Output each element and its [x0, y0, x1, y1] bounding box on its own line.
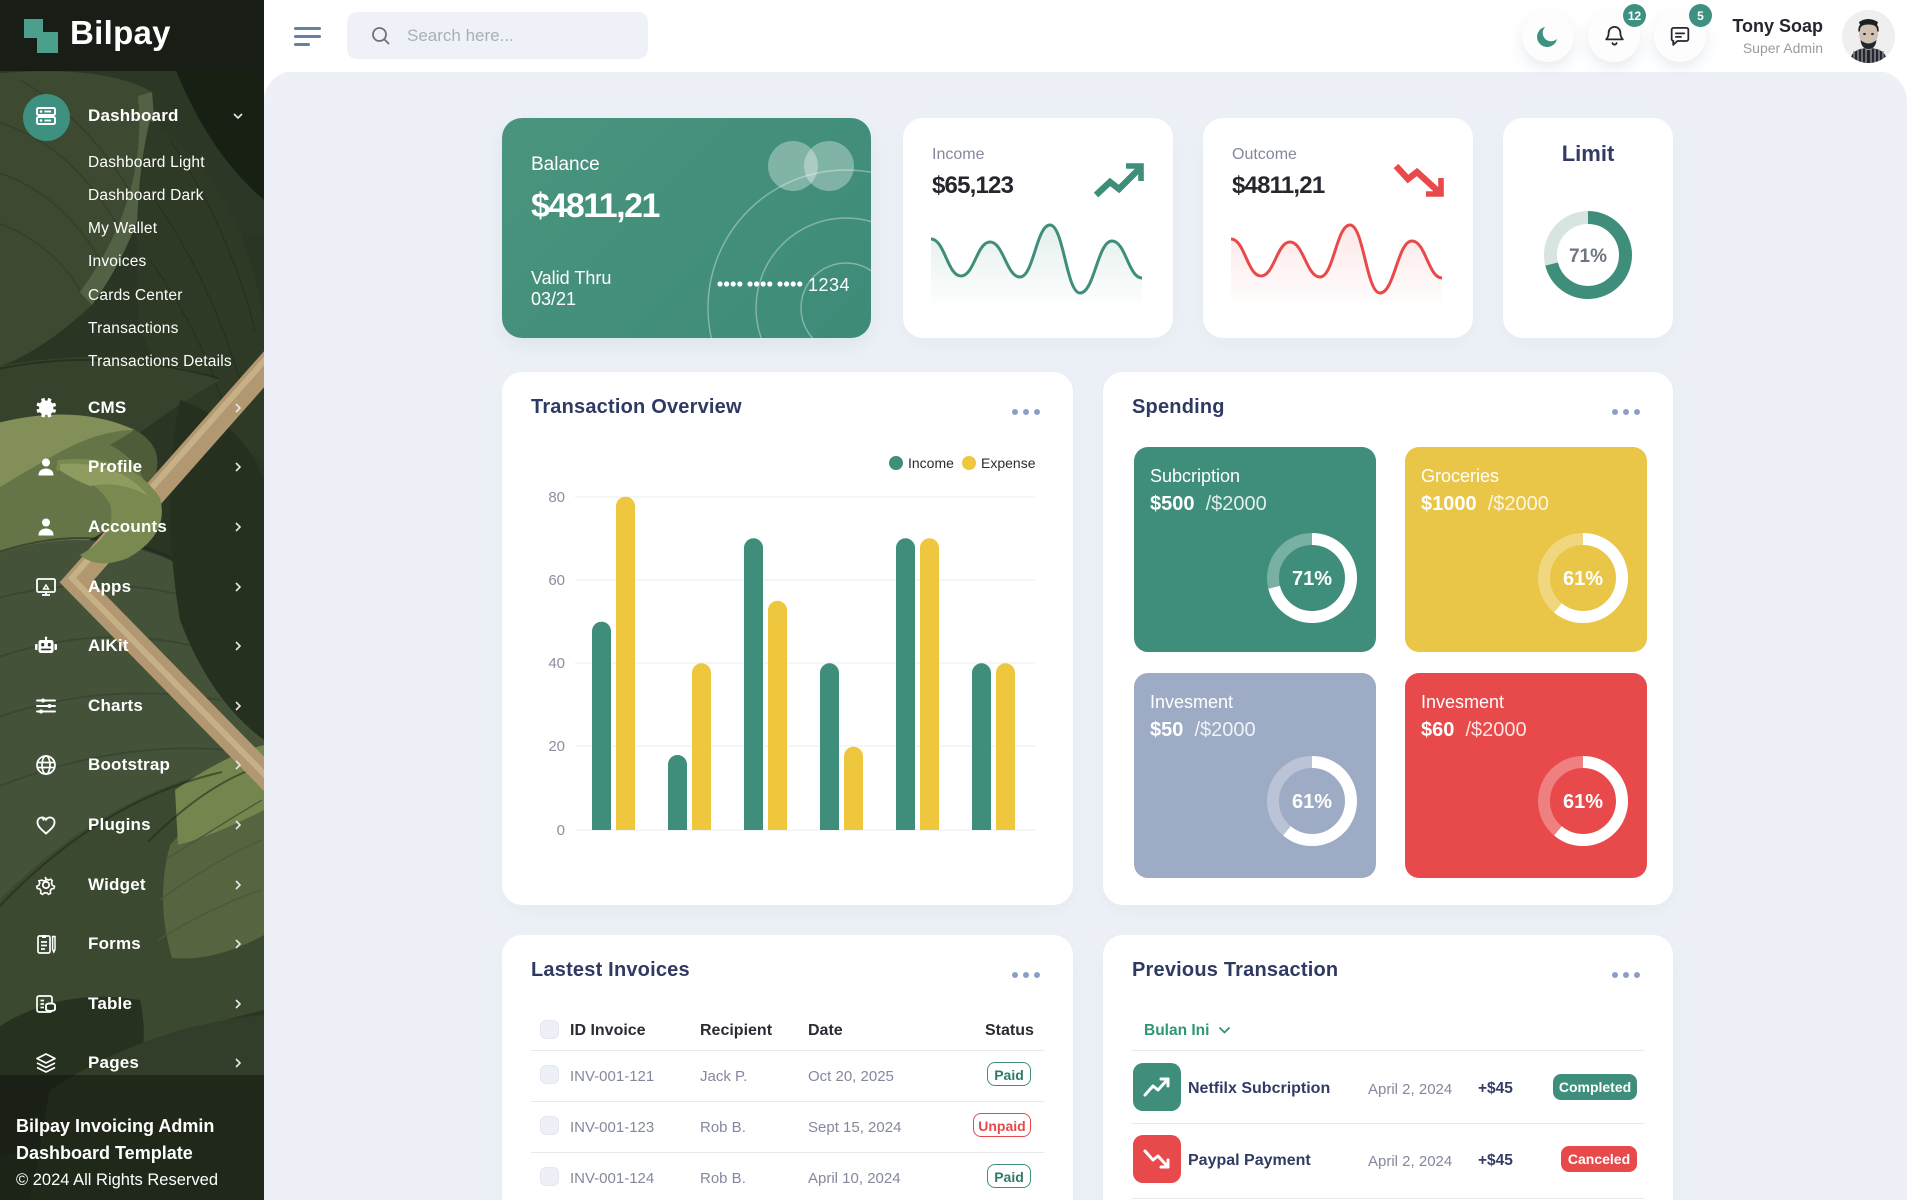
- svg-text:Income: Income: [908, 455, 954, 471]
- svg-text:71%: 71%: [1292, 568, 1332, 590]
- svg-text:0: 0: [557, 822, 565, 839]
- svg-text:40: 40: [548, 655, 565, 672]
- svg-text:Expense: Expense: [981, 455, 1036, 471]
- svg-text:71%: 71%: [1569, 246, 1607, 267]
- svg-text:60: 60: [548, 572, 565, 589]
- svg-text:61%: 61%: [1563, 568, 1603, 590]
- svg-text:61%: 61%: [1563, 791, 1603, 813]
- svg-text:61%: 61%: [1292, 791, 1332, 813]
- svg-text:80: 80: [548, 489, 565, 506]
- svg-text:20: 20: [548, 738, 565, 755]
